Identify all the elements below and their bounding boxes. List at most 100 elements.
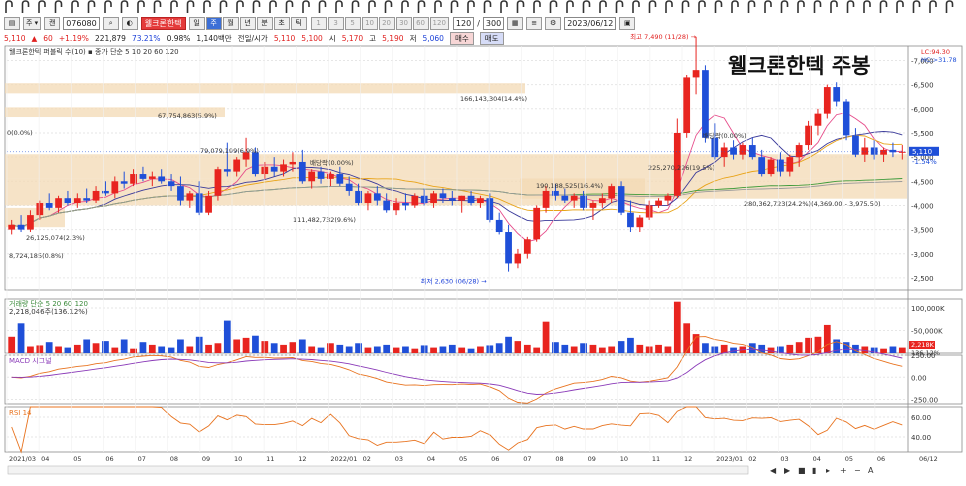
candle[interactable] (252, 147, 259, 177)
minute-button[interactable]: 10 (361, 17, 378, 30)
candle[interactable] (270, 157, 278, 177)
candle[interactable] (280, 159, 287, 177)
stock-type-dropdown[interactable]: 주 ▾ (23, 17, 42, 30)
menu-icon[interactable]: ▤ (4, 17, 20, 30)
candle[interactable] (467, 190, 475, 206)
candle[interactable] (233, 157, 241, 177)
candle[interactable] (392, 198, 400, 216)
candle[interactable] (795, 142, 803, 167)
candle[interactable] (580, 190, 587, 211)
candle[interactable] (889, 142, 897, 158)
candle[interactable] (805, 120, 812, 150)
candle[interactable] (673, 118, 681, 199)
period-button[interactable]: 년 (239, 17, 256, 30)
candle[interactable] (345, 176, 353, 196)
scroll-control-icon[interactable]: A (868, 466, 874, 475)
candle[interactable] (430, 190, 437, 208)
candle[interactable] (45, 193, 53, 211)
horizontal-scrollbar[interactable] (7, 465, 749, 475)
candle[interactable] (383, 193, 391, 213)
candle[interactable] (439, 188, 447, 204)
candle[interactable] (158, 169, 166, 184)
candle[interactable] (627, 200, 634, 233)
candle[interactable] (861, 137, 869, 162)
candle[interactable] (223, 142, 231, 177)
candle[interactable] (186, 190, 194, 208)
candle[interactable] (373, 186, 381, 206)
candle[interactable] (195, 181, 203, 216)
scroll-control-icon[interactable]: ▶ (784, 466, 791, 475)
candle[interactable] (645, 200, 653, 220)
candle[interactable] (458, 195, 466, 213)
candle[interactable] (730, 140, 737, 160)
candle[interactable] (477, 195, 484, 208)
candle[interactable] (139, 166, 147, 182)
candle[interactable] (64, 190, 72, 206)
candle[interactable] (702, 65, 709, 143)
candle[interactable] (289, 152, 297, 172)
candle[interactable] (92, 186, 100, 204)
candle[interactable] (898, 145, 906, 160)
candle[interactable] (617, 181, 625, 216)
candle[interactable] (692, 36, 700, 95)
candle[interactable] (870, 140, 878, 160)
minute-button[interactable]: 20 (378, 17, 395, 30)
minute-button[interactable]: 60 (412, 17, 429, 30)
candle[interactable] (298, 149, 306, 184)
candle[interactable] (598, 193, 606, 208)
candle[interactable] (542, 186, 550, 213)
candle[interactable] (448, 190, 456, 206)
candle[interactable] (552, 183, 559, 201)
candle[interactable] (327, 171, 334, 187)
candle[interactable] (842, 99, 850, 141)
period-button[interactable]: 분 (256, 17, 273, 30)
candle[interactable] (533, 205, 541, 242)
settings-icon[interactable]: ⚙ (545, 17, 562, 30)
candle[interactable] (411, 193, 419, 208)
candle[interactable] (767, 157, 775, 177)
candle[interactable] (420, 188, 428, 206)
scroll-control-icon[interactable]: ▮ (812, 466, 816, 475)
buy-button[interactable]: 매수 (449, 31, 474, 45)
candle[interactable] (561, 188, 569, 204)
candle[interactable] (148, 171, 156, 187)
candle[interactable] (130, 169, 137, 187)
candle[interactable] (120, 171, 128, 189)
minute-button[interactable]: 30 (395, 17, 412, 30)
period-button[interactable]: 틱 (290, 17, 307, 30)
candle[interactable] (17, 215, 25, 233)
minute-button[interactable]: 3 (327, 17, 344, 30)
candle[interactable] (505, 224, 512, 272)
candle[interactable] (636, 215, 644, 233)
candle[interactable] (664, 193, 672, 206)
candle[interactable] (833, 82, 841, 107)
candle[interactable] (73, 193, 81, 208)
scroll-control-icon[interactable]: ▸ (826, 466, 830, 475)
candle[interactable] (739, 142, 747, 160)
period-button[interactable]: 초 (273, 17, 290, 30)
minute-button[interactable]: 1 (310, 17, 327, 30)
candle[interactable] (214, 166, 222, 201)
candle[interactable] (83, 188, 91, 204)
candle[interactable] (111, 176, 119, 199)
candle[interactable] (720, 142, 728, 167)
period-button[interactable]: 일 (188, 17, 205, 30)
candle[interactable] (261, 161, 269, 179)
candle[interactable] (355, 183, 362, 206)
period-button[interactable]: 월 (222, 17, 239, 30)
candle[interactable] (177, 176, 184, 206)
candle[interactable] (317, 166, 325, 184)
candle[interactable] (823, 84, 831, 119)
candle[interactable] (486, 193, 494, 223)
date-input[interactable]: 2023/06/12 (564, 17, 617, 30)
search-icon[interactable]: ⌕ (102, 17, 119, 30)
period-button[interactable]: 주 (205, 17, 222, 30)
candle[interactable] (36, 200, 44, 220)
candle[interactable] (570, 193, 578, 208)
candle[interactable] (336, 166, 344, 187)
candle[interactable] (523, 236, 531, 259)
scroll-control-icon[interactable]: + (840, 466, 847, 475)
candle[interactable] (683, 74, 691, 138)
scroll-control-icon[interactable]: − (854, 466, 861, 475)
